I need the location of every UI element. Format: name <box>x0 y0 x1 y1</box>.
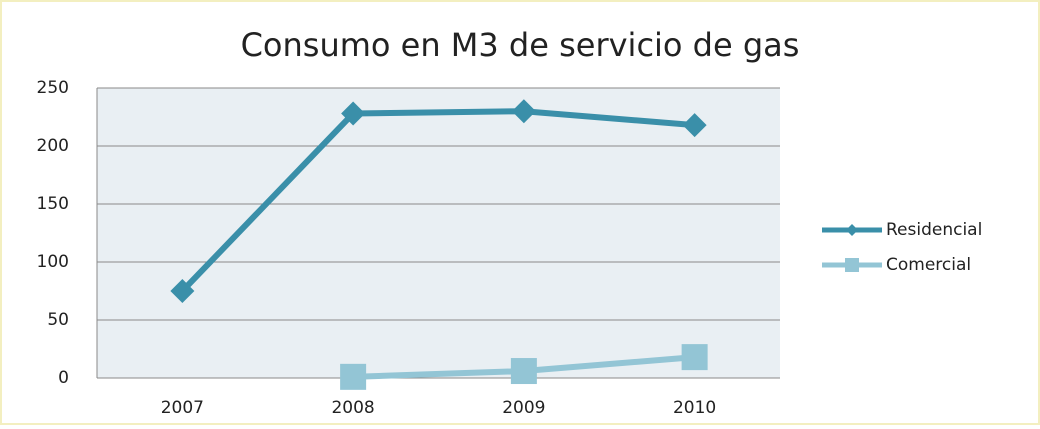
legend-label: Comercial <box>886 255 971 275</box>
x-tick-label: 2008 <box>331 398 374 418</box>
point <box>510 358 537 385</box>
y-tick-label: 150 <box>37 194 69 214</box>
point <box>681 344 708 371</box>
y-tick-label: 100 <box>37 252 69 272</box>
legend-marker <box>845 258 859 272</box>
x-tick-label: 2010 <box>673 398 716 418</box>
y-tick-label: 250 <box>37 78 69 98</box>
x-tick-label: 2007 <box>161 398 204 418</box>
chart-title: Consumo en M3 de servicio de gas <box>241 26 800 64</box>
legend-label: Residencial <box>886 220 982 240</box>
series-line <box>180 108 695 294</box>
point <box>341 101 366 126</box>
point <box>511 99 536 124</box>
legend-marker <box>846 224 858 236</box>
point <box>340 363 367 390</box>
y-tick-label: 0 <box>58 368 69 388</box>
y-tick-label: 200 <box>37 136 69 156</box>
point <box>682 113 707 138</box>
y-tick-label: 50 <box>47 310 69 330</box>
x-tick-label: 2009 <box>502 398 545 418</box>
plot-area <box>97 88 780 378</box>
point <box>170 279 195 303</box>
